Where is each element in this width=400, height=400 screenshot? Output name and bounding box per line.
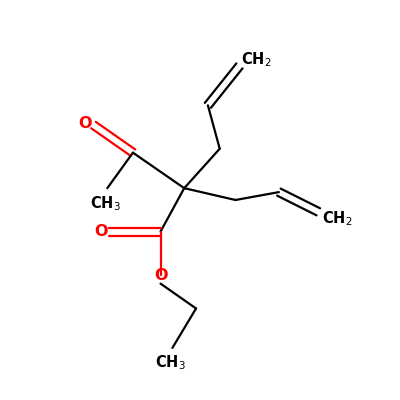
Text: O: O (78, 116, 92, 130)
Text: CH$_3$: CH$_3$ (155, 354, 186, 372)
Text: O: O (94, 224, 107, 239)
Text: O: O (154, 268, 167, 283)
Text: CH$_3$: CH$_3$ (90, 194, 121, 212)
Text: CH$_2$: CH$_2$ (241, 51, 271, 69)
Text: CH$_2$: CH$_2$ (322, 210, 352, 228)
